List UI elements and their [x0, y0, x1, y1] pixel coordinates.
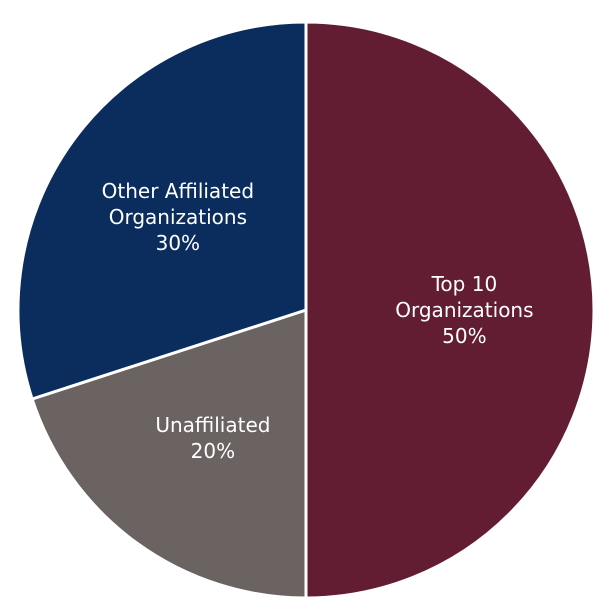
pie-slice: [16, 20, 308, 401]
slice-value: 20%: [190, 439, 236, 464]
slice-label: Other Affiliated Organizations 30%: [83, 178, 273, 256]
pie-slice: [30, 307, 308, 600]
slice-label: Top 10 Organizations 50%: [369, 271, 559, 349]
slice-label: Unaffiliated 20%: [118, 412, 308, 464]
pie-slice: [304, 20, 594, 600]
slice-name: Other Affiliated Organizations: [101, 178, 255, 229]
slice-value: 50%: [442, 324, 487, 348]
slice-value: 30%: [155, 230, 201, 255]
slice-name: Top 10 Organizations: [395, 272, 534, 322]
slice-name: Unaffiliated: [155, 413, 271, 438]
